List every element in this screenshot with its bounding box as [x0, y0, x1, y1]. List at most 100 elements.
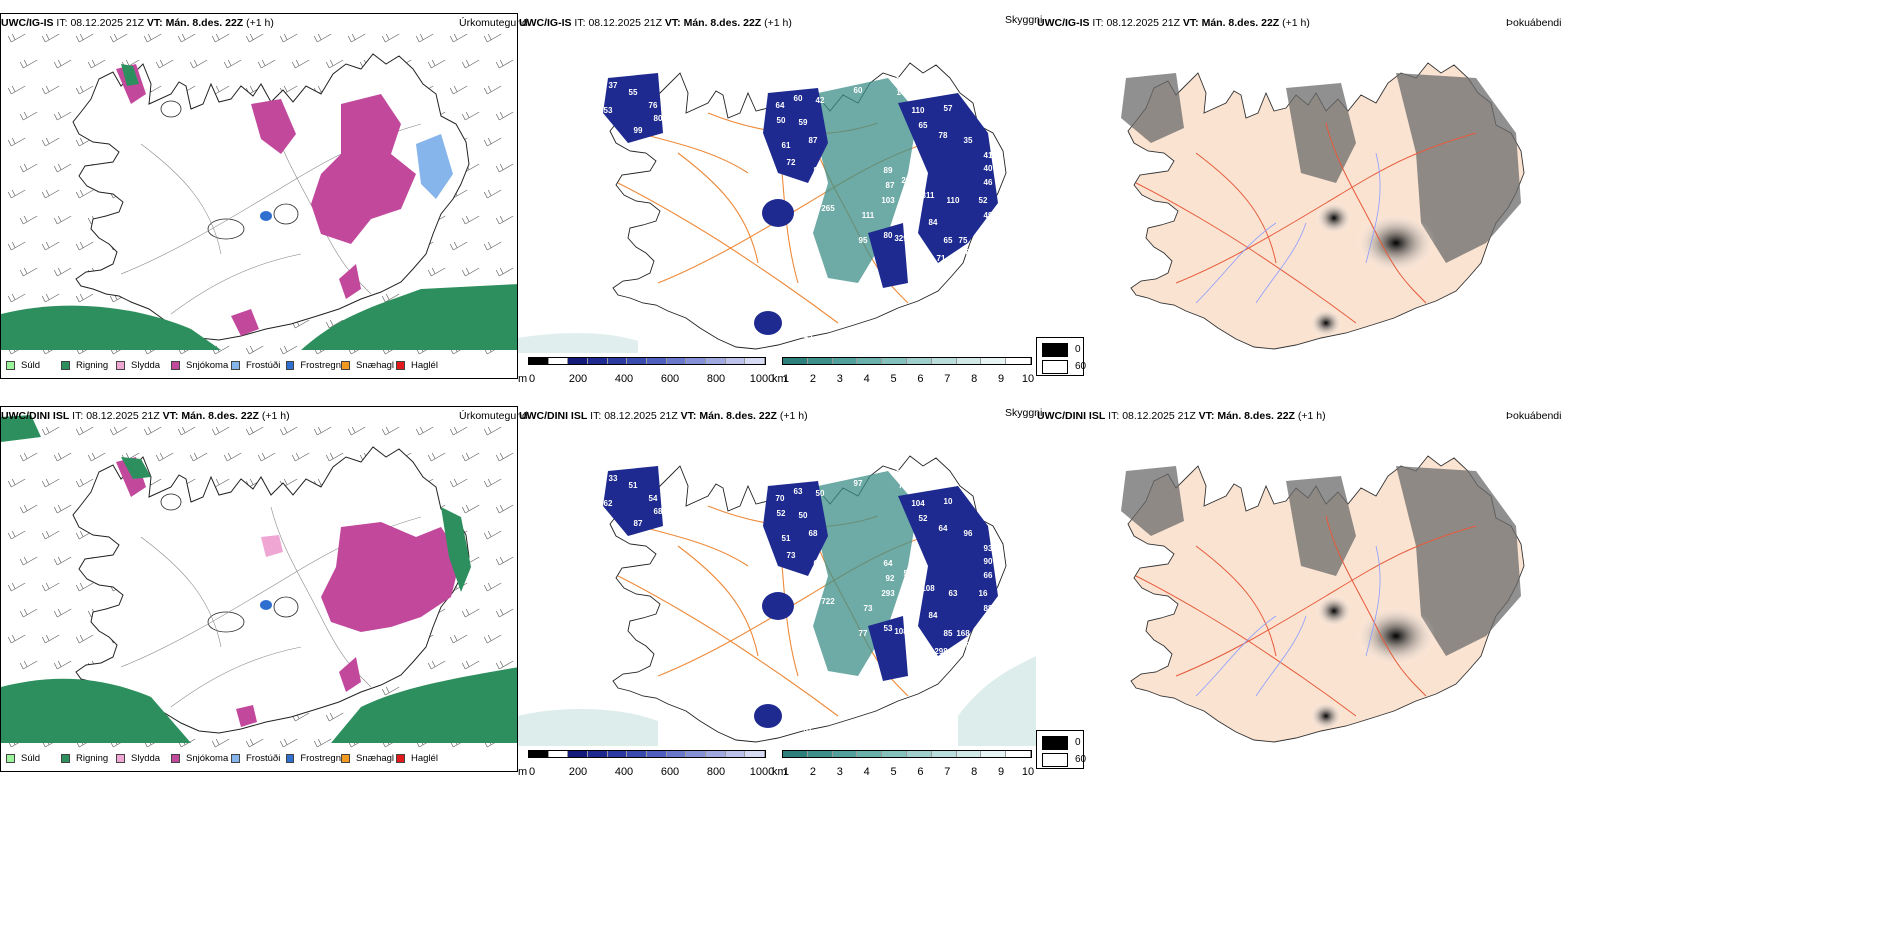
- colorbar-unit: m: [518, 766, 528, 778]
- panel-title: UWC/IG-IS IT: 08.12.2025 21Z VT: Mán. 8.…: [1037, 17, 1310, 29]
- legend-swatch: [341, 754, 350, 763]
- fog-legend: 0 60: [1036, 337, 1087, 376]
- cloud-base-value: 60: [966, 248, 975, 257]
- lead-time: (+1 h): [1297, 410, 1326, 422]
- legend-label: Frostúði: [246, 360, 281, 371]
- colorbar-tick: 0: [528, 766, 536, 778]
- cloud-base-value: 87: [809, 136, 818, 145]
- cloud-base-value: 108: [894, 627, 908, 636]
- legend-swatch: [171, 361, 180, 370]
- legend-swatch: [116, 754, 125, 763]
- legend-item-snæhagl: Snæhagl: [341, 753, 396, 764]
- cloud-base-value: 103: [881, 196, 895, 205]
- legend-swatch: [61, 361, 70, 370]
- colorbar-kilometers: km 1 2 3 4 5 6 7 8 9 10: [772, 357, 1036, 387]
- legend-label: Haglél: [411, 753, 438, 764]
- cloud-base-value: 71: [937, 254, 946, 263]
- cloud-base-value: 62: [604, 499, 613, 508]
- cloud-base-value: 130: [891, 469, 905, 478]
- colorbar-gradient: [528, 357, 766, 365]
- cloud-base-value: 364: [921, 664, 935, 673]
- cloud-base-value: 51: [629, 481, 638, 490]
- cloud-base-value: 47: [899, 284, 908, 293]
- legend-swatch: [396, 754, 405, 763]
- fog-legend-label: 0: [1075, 344, 1081, 355]
- legend-swatch: [286, 361, 295, 370]
- fog-panel-row2: [1036, 406, 1554, 772]
- cloud-base-value: 74: [899, 481, 908, 490]
- vt-label: VT:: [680, 410, 697, 422]
- precip-type-panel-row1: [0, 13, 518, 379]
- legend-item-slydda: Slydda: [116, 753, 171, 764]
- cloud-base-value: 95: [859, 236, 868, 245]
- cloud-base-value: 52: [919, 514, 928, 523]
- fog-legend-label: 60: [1075, 361, 1087, 372]
- rain-over-sea: [1, 284, 517, 350]
- colorbar-tick: 1: [782, 766, 790, 778]
- cloud-base-value: 92: [886, 574, 895, 583]
- cloud-base-value: 78: [939, 131, 948, 140]
- legend-label: Snjókoma: [186, 360, 229, 371]
- cloud-base-value: 42: [816, 96, 825, 105]
- colorbar-tick: 6: [917, 373, 924, 385]
- it-label: IT:: [1108, 410, 1120, 422]
- cloud-base-value: 90: [984, 557, 993, 566]
- cloud-base-value: 60: [794, 94, 803, 103]
- fog-legend: 0 60: [1036, 730, 1086, 769]
- rain-over-sea: [1, 415, 517, 743]
- it-value: 08.12.2025 21Z: [1122, 410, 1196, 422]
- it-value: 08.12.2025 21Z: [588, 17, 662, 29]
- it-label: IT:: [590, 410, 602, 422]
- cloud-base-value: 311: [922, 191, 935, 200]
- legend-item-súld: Súld: [6, 753, 61, 764]
- precip-panel-label: Úrkomutegund: [459, 17, 528, 29]
- legend-label: Frostregn: [300, 753, 341, 764]
- legend-swatch: [231, 754, 240, 763]
- legend-label: Haglél: [411, 360, 438, 371]
- legend-item-súld: Súld: [6, 360, 61, 371]
- cloud-base-value: 64: [884, 559, 893, 568]
- legend-item-haglél: Haglél: [396, 753, 451, 764]
- legend-label: Súld: [21, 753, 41, 764]
- it-value: 08.12.2025 21Z: [1106, 17, 1180, 29]
- colorbar-tick: 1000: [749, 766, 775, 778]
- colorbar-tick: 7: [944, 766, 951, 778]
- colorbar-tick: 200: [568, 373, 588, 385]
- cloud-base-value: 265: [821, 204, 835, 213]
- cloud-base-value: 35: [964, 136, 973, 145]
- fog-legend-swatch: [1042, 360, 1068, 374]
- colorbar-tick: 3: [836, 766, 843, 778]
- cloud-base-value: 70: [776, 494, 785, 503]
- legend-label: Snæhagl: [356, 360, 395, 371]
- lead-time: (+1 h): [261, 410, 290, 422]
- cloud-base-value: 96: [964, 529, 973, 538]
- cloud-base-value: 298: [934, 647, 948, 656]
- cloud-base-value: 65: [944, 236, 953, 245]
- cloud-base-value: 64: [776, 101, 785, 110]
- it-value: 08.12.2025 21Z: [604, 410, 678, 422]
- cloud-base-value: 68: [809, 529, 818, 538]
- cloud-base-value: 137: [891, 76, 905, 85]
- cloud-base-value: 84: [929, 611, 938, 620]
- precip-legend: Súld Rigning Slydda Snjókoma Frostúði Frostre…: [6, 360, 451, 371]
- vt-label: VT:: [1182, 17, 1199, 29]
- legend-swatch: [341, 361, 350, 370]
- colorbar-tick: 8: [971, 373, 978, 385]
- cloud-base-value: 80: [654, 114, 663, 123]
- colorbar-unit: km: [772, 373, 787, 385]
- legend-item-frostregn: Frostregn: [286, 753, 341, 764]
- cloud-base-value: 65: [919, 121, 928, 130]
- colorbar-tick: 400: [614, 766, 634, 778]
- vt-label: VT:: [146, 17, 163, 29]
- fog-panel-label: Þokuábendi: [1506, 410, 1562, 422]
- high-cloud-area: [813, 78, 918, 283]
- legend-item-snæhagl: Snæhagl: [341, 360, 396, 371]
- cloud-base-value: 80: [884, 231, 893, 240]
- vt-label: VT:: [162, 410, 179, 422]
- legend-swatch: [6, 361, 15, 370]
- cloud-base-value: 66: [984, 571, 993, 580]
- cloud-base-value: 328: [906, 198, 920, 207]
- cloud-base-value: 293: [881, 589, 895, 598]
- it-value: 08.12.2025 21Z: [86, 410, 160, 422]
- fog-legend-swatch: [1042, 736, 1068, 750]
